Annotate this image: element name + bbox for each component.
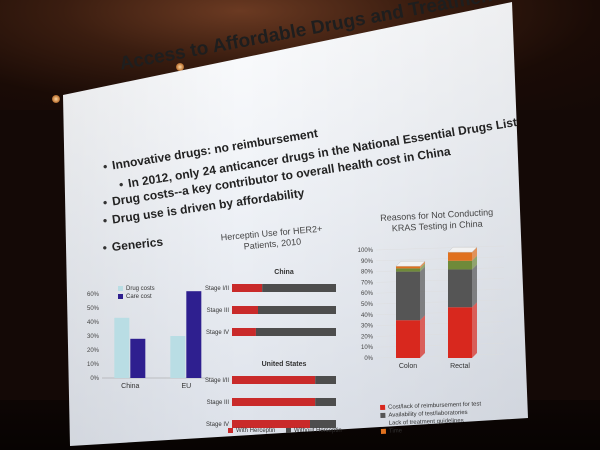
y-tick-label: 60%: [87, 292, 100, 298]
bar-segment: [232, 420, 310, 428]
bar-side: [472, 247, 477, 261]
x-tick-label: Rectal: [450, 363, 470, 370]
y-tick-label: 10%: [87, 362, 100, 368]
bar-side: [420, 266, 425, 321]
y-tick-label: 100%: [358, 248, 374, 254]
bar-side: [420, 261, 425, 269]
bar-segment: [258, 306, 336, 314]
bar: [130, 338, 146, 378]
bar-segment: [396, 268, 420, 272]
ceiling-light: [176, 63, 184, 71]
legend-swatch: [228, 428, 233, 433]
ceiling-light: [52, 95, 60, 103]
chart1-legend: Drug costs Care cost: [118, 285, 155, 301]
gridline: [375, 289, 505, 294]
bar-segment: [448, 260, 472, 270]
y-tick-label: 10%: [361, 345, 374, 351]
bar-segment: [255, 328, 336, 336]
gridline: [375, 267, 505, 272]
bar-side: [420, 315, 425, 358]
cost-bar-chart: 60% 50% 40% 30% 20% 10% 0% China EU: [87, 291, 214, 390]
bar-segment: [232, 376, 316, 384]
y-tick-label: 60%: [361, 291, 374, 297]
kras-testing-chart: 100% 90% 80% 70% 60% 50% 40% 30% 20% 10% 0% Colon Re…: [358, 245, 505, 370]
gridline: [375, 310, 505, 315]
legend-swatch: [286, 428, 291, 433]
bar-side: [472, 302, 477, 358]
bar-segment: [396, 271, 420, 321]
y-tick-label: Stage IV: [206, 422, 229, 428]
bar-top: [447, 246, 478, 253]
bar-segment: [232, 398, 316, 406]
y-tick-label: Stage IV: [206, 330, 229, 336]
gridline: [375, 256, 505, 261]
bar-segment: [396, 266, 420, 269]
bar-segment: [232, 328, 256, 336]
x-tick-label: Colon: [399, 363, 417, 370]
bar-side: [472, 255, 477, 270]
bar-segment: [448, 307, 472, 358]
y-tick-label: 20%: [361, 334, 374, 340]
bar-segment: [262, 284, 336, 292]
bar: [114, 317, 130, 378]
subchart-title: China: [274, 269, 294, 276]
bar-segment: [315, 398, 336, 406]
y-tick-label: Stage III: [207, 400, 230, 406]
gridline: [375, 245, 505, 251]
y-tick-label: 30%: [87, 334, 100, 340]
y-tick-label: 80%: [361, 270, 374, 276]
herceptin-use-chart: China Stage I/II Stage III Stage IV United S…: [205, 269, 342, 434]
legend-item: Drug costs: [118, 285, 155, 293]
bar-segment: [310, 420, 336, 428]
gridline: [375, 299, 505, 305]
y-tick-label: 30%: [361, 324, 374, 330]
bar-segment: [396, 320, 420, 358]
legend-item: Care cost: [118, 293, 155, 301]
kras-legend: Cost/lack of reimbursement for test Avai…: [380, 400, 482, 436]
bar-side: [472, 264, 477, 308]
legend-label: With Herceptin: [236, 428, 275, 434]
bar-segment: [232, 284, 263, 292]
y-tick-label: 0%: [364, 356, 373, 362]
y-tick-label: Stage I/II: [205, 378, 229, 384]
y-tick-label: 20%: [87, 348, 100, 354]
y-tick-label: 70%: [361, 280, 374, 286]
bar: [186, 291, 202, 378]
y-tick-label: 50%: [87, 306, 100, 312]
y-tick-label: 0%: [90, 376, 99, 382]
bar-side: [420, 263, 425, 272]
bar-segment: [448, 269, 472, 308]
bar: [170, 336, 186, 378]
gridline: [375, 332, 505, 337]
bar-segment: [448, 252, 472, 261]
legend-label: Without Herceptin: [294, 428, 342, 434]
x-tick-label: China: [121, 383, 139, 390]
y-tick-label: Stage I/II: [205, 286, 229, 292]
y-tick-label: 40%: [87, 320, 100, 326]
bar-segment: [315, 376, 336, 384]
y-tick-label: Stage III: [207, 308, 230, 314]
gridline: [375, 343, 505, 348]
gridline: [375, 353, 505, 359]
gridline: [375, 321, 505, 326]
y-tick-label: 90%: [361, 259, 374, 265]
subchart-title: United States: [262, 361, 307, 368]
y-tick-label: 50%: [361, 302, 374, 308]
y-tick-label: 40%: [361, 313, 374, 319]
x-tick-label: EU: [181, 383, 191, 390]
gridline: [375, 278, 505, 283]
bar-segment: [232, 306, 258, 314]
bar-top: [395, 261, 426, 267]
